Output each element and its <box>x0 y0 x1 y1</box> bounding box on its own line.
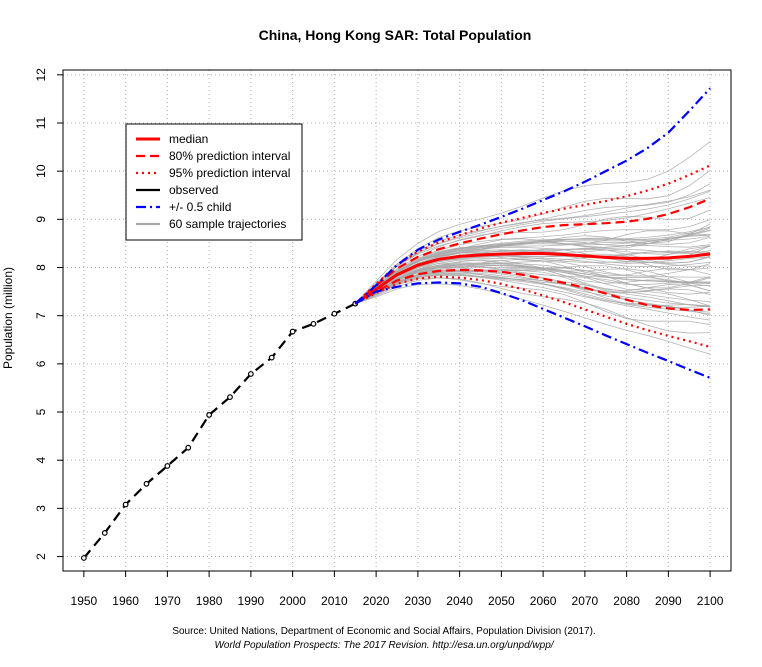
y-tick-label: 3 <box>34 505 48 512</box>
series-95-prediction-interval <box>354 275 711 349</box>
sample-trajectories <box>354 141 711 355</box>
observed-point <box>268 354 275 361</box>
x-tick-label: 2080 <box>613 594 640 608</box>
axes: 1950 1960 1970 1980 1990 2000 2010 2020 2030 2040… <box>34 68 732 608</box>
sample-trajectory <box>355 283 711 355</box>
x-tick-label: 2070 <box>572 594 599 608</box>
observed-point <box>101 530 108 536</box>
y-tick-label: 4 <box>34 457 48 464</box>
legend-label: 95% prediction interval <box>169 166 290 180</box>
sample-trajectory <box>355 258 711 304</box>
sample-trajectory <box>355 227 711 304</box>
y-tick-label: 2 <box>34 553 48 560</box>
sample-trajectory <box>354 170 711 304</box>
legend-label: 60 sample trajectories <box>169 217 286 231</box>
observed-point <box>247 371 254 377</box>
legend-label: +/- 0.5 child <box>169 200 231 214</box>
observed-point <box>310 320 317 327</box>
series-lines <box>80 87 711 561</box>
plot-frame <box>62 69 732 572</box>
y-tick-label: 8 <box>34 264 48 271</box>
series-observed <box>83 302 356 559</box>
observed-point <box>206 412 213 418</box>
observed-point <box>331 310 338 317</box>
x-tick-label: 2040 <box>446 594 473 608</box>
y-tick-label: 7 <box>34 312 48 319</box>
source-line-1: Source: United Nations, Department of Ec… <box>172 626 595 637</box>
legend-label: median <box>169 132 208 146</box>
x-tick-label: 2090 <box>655 594 682 608</box>
y-tick-label: 10 <box>34 164 48 178</box>
sample-trajectory <box>354 219 711 304</box>
y-tick-label: 6 <box>34 360 48 367</box>
sample-trajectory <box>354 197 711 304</box>
sample-trajectory <box>354 190 711 304</box>
series-80-prediction-interval <box>354 268 711 312</box>
series-80-prediction-interval <box>354 197 711 305</box>
x-tick-label: 1990 <box>238 594 265 608</box>
observed-point <box>80 555 87 561</box>
sample-trajectory <box>355 267 711 304</box>
sample-trajectory <box>355 259 711 304</box>
sample-trajectory <box>355 259 711 304</box>
y-tick-label: 11 <box>34 116 48 129</box>
legend-box <box>125 123 303 241</box>
sample-trajectory <box>355 272 711 307</box>
observed-point <box>122 501 129 508</box>
y-tick-label: 5 <box>34 408 48 415</box>
x-tick-label: 1980 <box>196 594 223 608</box>
legend: median 80% prediction interval 95% predict… <box>125 123 303 241</box>
x-tick-label: 2020 <box>363 594 390 608</box>
observed-point <box>143 480 150 487</box>
sample-trajectory <box>355 244 711 304</box>
y-axis-label: Population (million) <box>1 267 15 369</box>
series-median <box>354 252 711 305</box>
x-tick-label: 2050 <box>488 594 515 608</box>
series-0-5-child <box>354 87 711 305</box>
x-tick-label: 2000 <box>279 594 306 608</box>
sample-trajectory <box>355 277 711 325</box>
x-tick-label: 2030 <box>405 594 432 608</box>
x-tick-label: 2010 <box>321 594 348 608</box>
observed-point <box>185 444 192 451</box>
series-0-5-child <box>354 281 711 379</box>
x-tick-label: 1960 <box>112 594 139 608</box>
observed-point <box>227 394 233 400</box>
grid <box>63 70 731 571</box>
observed-point <box>289 328 296 335</box>
x-tick-label: 2100 <box>697 594 724 608</box>
y-tick-label: 12 <box>34 68 48 82</box>
x-tick-label: 1950 <box>71 594 98 608</box>
source-line-2: World Population Prospects: The 2017 Rev… <box>214 640 554 651</box>
sample-trajectory <box>355 275 711 321</box>
sample-trajectory <box>355 277 711 334</box>
chart-title: China, Hong Kong SAR: Total Population <box>259 27 532 43</box>
legend-label: observed <box>169 183 218 197</box>
x-tick-label: 2060 <box>530 594 557 608</box>
sample-trajectory <box>354 141 711 304</box>
x-tick-label: 1970 <box>154 594 181 608</box>
observed-point <box>164 463 171 469</box>
legend-label: 80% prediction interval <box>169 149 290 163</box>
y-tick-label: 9 <box>34 216 48 223</box>
sample-trajectory <box>355 270 711 304</box>
